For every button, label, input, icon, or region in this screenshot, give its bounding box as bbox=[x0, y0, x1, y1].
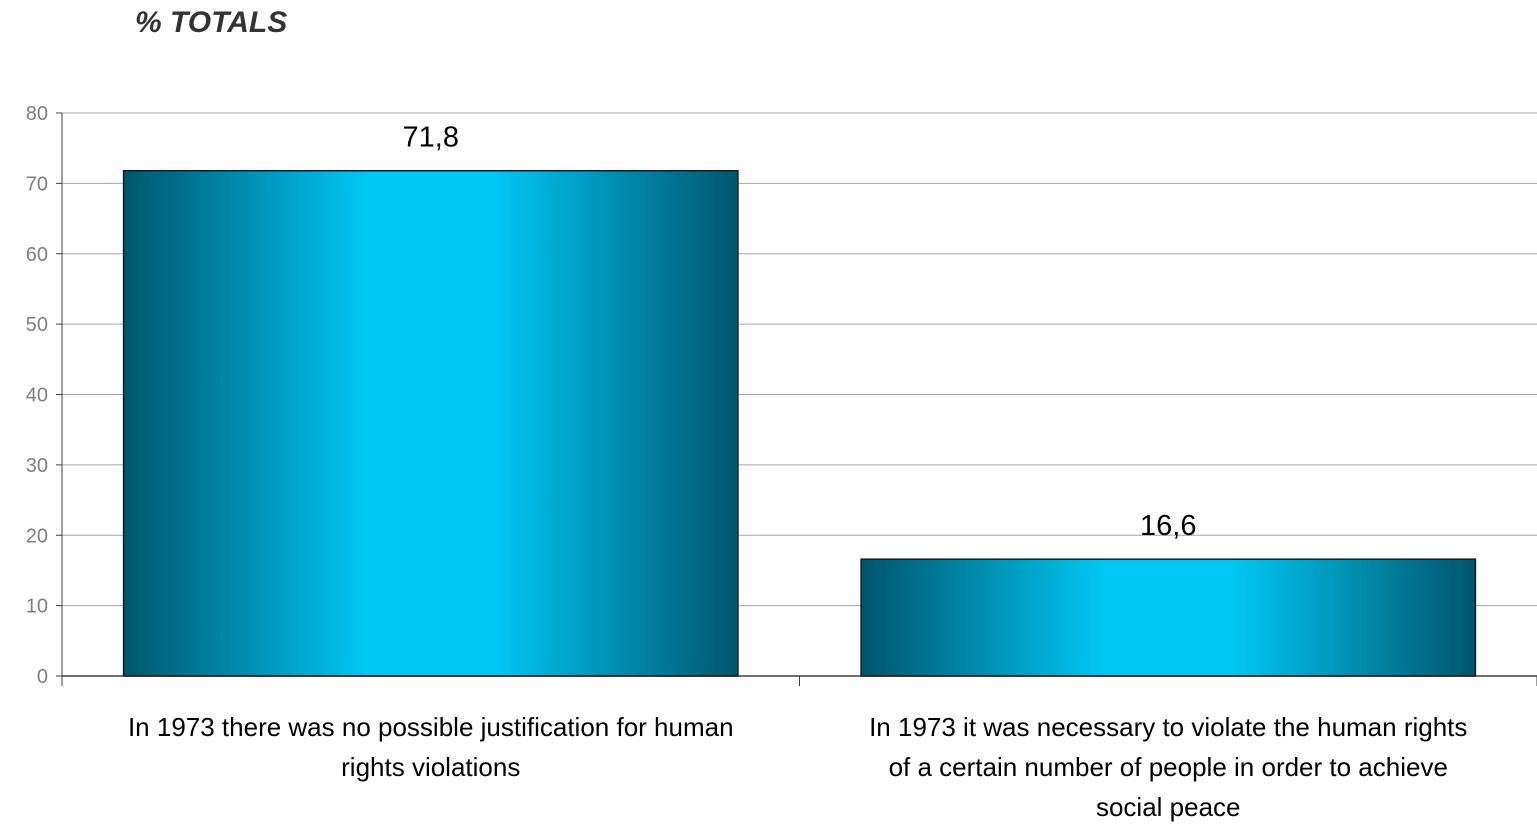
chart-title: % TOTALS bbox=[135, 6, 288, 39]
category-label: social peace bbox=[1096, 792, 1241, 822]
data-label: 71,8 bbox=[403, 122, 459, 154]
category-label: In 1973 it was necessary to violate the … bbox=[869, 712, 1467, 742]
bar-2 bbox=[860, 558, 1477, 677]
y-tick-label: 20 bbox=[26, 525, 48, 547]
data-label: 16,6 bbox=[1140, 510, 1196, 542]
y-tick-label: 10 bbox=[26, 596, 48, 618]
category-label: of a certain number of people in order t… bbox=[889, 752, 1448, 782]
y-tick-label: 70 bbox=[26, 173, 48, 195]
bar-1 bbox=[122, 169, 739, 677]
y-tick-label: 50 bbox=[26, 314, 48, 336]
y-tick-label: 60 bbox=[26, 244, 48, 266]
category-label: rights violations bbox=[341, 752, 520, 782]
category-label: In 1973 there was no possible justificat… bbox=[128, 712, 734, 742]
y-tick-label: 80 bbox=[26, 103, 48, 125]
y-tick-label: 0 bbox=[37, 666, 48, 688]
y-tick-label: 40 bbox=[26, 385, 48, 407]
y-tick-label: 30 bbox=[26, 455, 48, 477]
